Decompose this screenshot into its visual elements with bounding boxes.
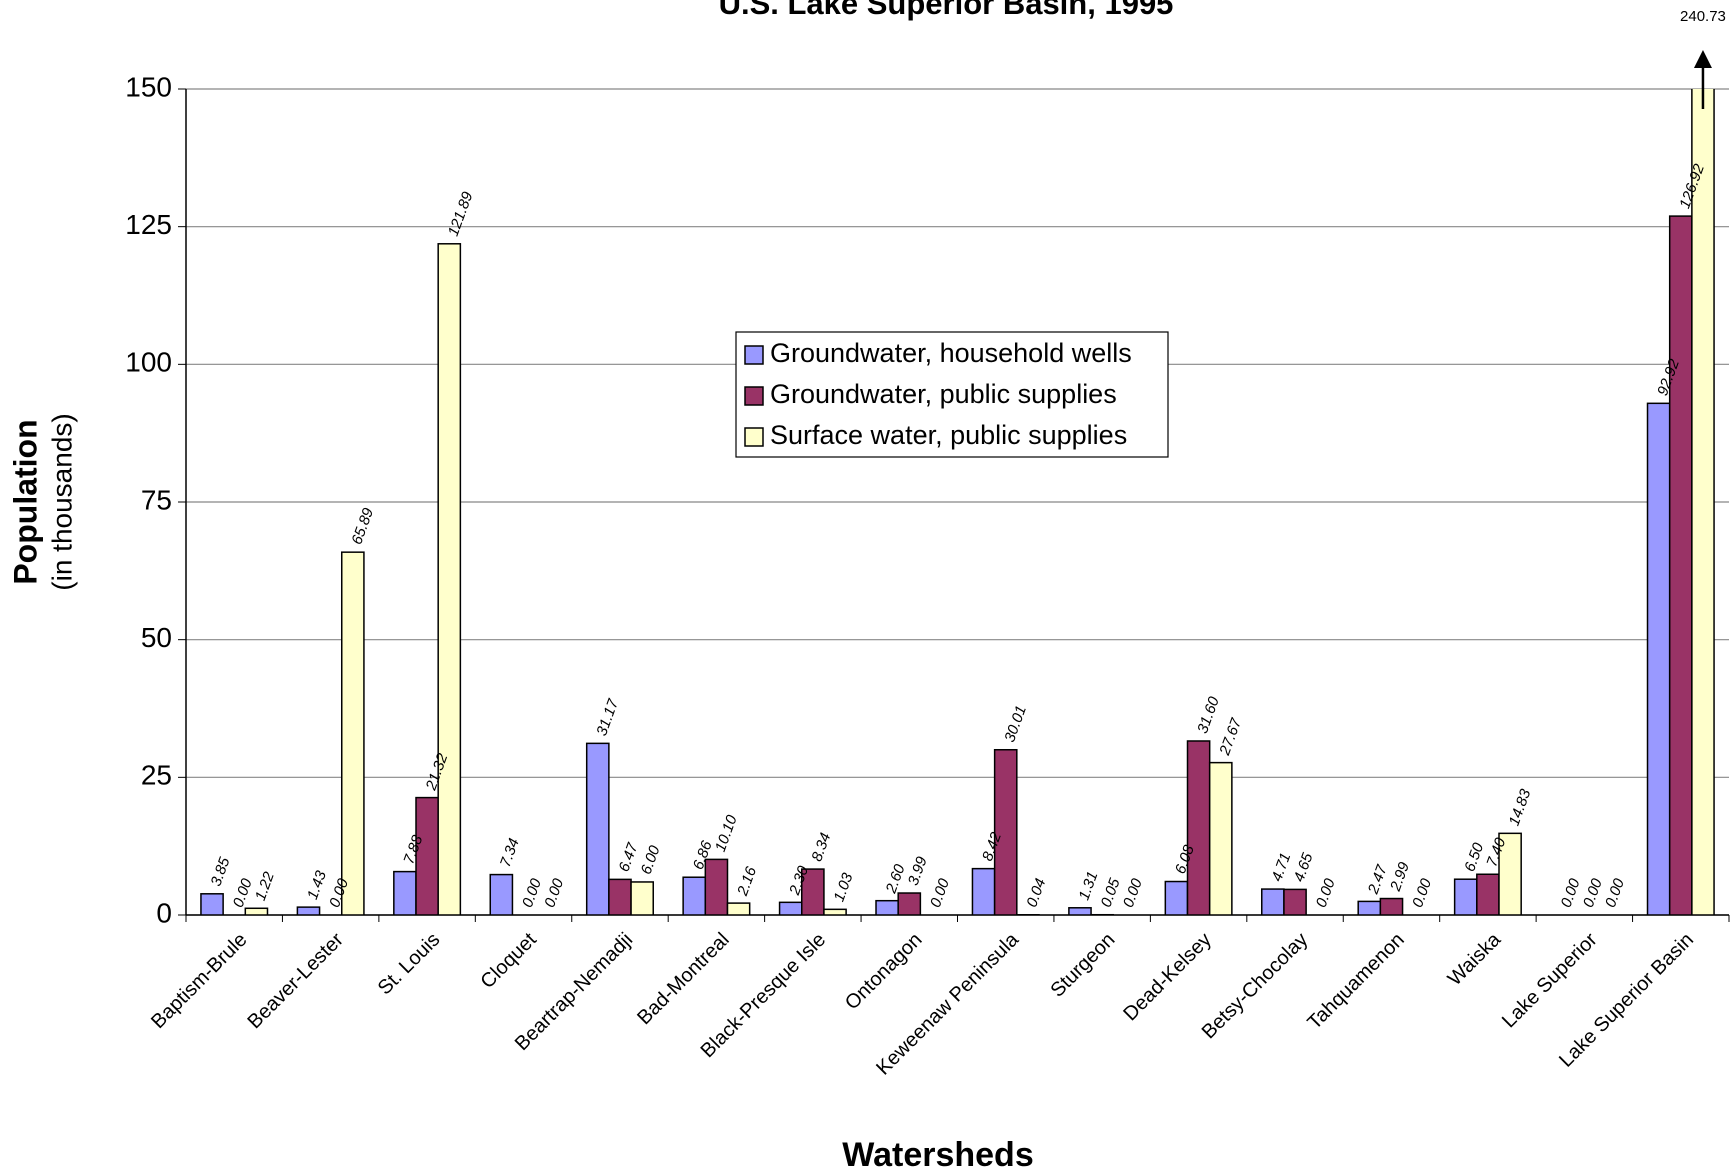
value-label: 2.99 (1387, 859, 1414, 894)
value-label: 0.00 (1409, 876, 1435, 910)
bar (630, 881, 654, 915)
bar (875, 899, 899, 915)
x-tick-label: Tahquamenon (1304, 929, 1409, 1034)
x-tick-label: St. Louis (374, 929, 445, 1000)
bars (200, 89, 1715, 915)
value-label: 3.85 (208, 855, 234, 889)
value-label: 31.17 (593, 696, 622, 738)
bar (1283, 888, 1307, 915)
bar (1379, 897, 1404, 915)
value-label: 0.00 (230, 876, 256, 910)
bar (1668, 215, 1693, 915)
x-tick-label: Betsy-Chocolay (1198, 929, 1313, 1044)
y-tick-label: 125 (125, 209, 172, 240)
legend-label: Surface water, public supplies (770, 420, 1127, 450)
value-label: 31.60 (1194, 694, 1223, 736)
x-tick-label: Sturgeon (1046, 929, 1119, 1002)
value-label: 0.00 (1602, 876, 1628, 910)
bar (1453, 878, 1478, 915)
value-label: 2.47 (1364, 862, 1391, 897)
value-label: 0.00 (541, 876, 567, 910)
bar (1357, 900, 1382, 915)
x-tick-label: Dead-Kelsey (1119, 929, 1216, 1026)
value-label: 3.99 (905, 854, 931, 888)
bar (393, 870, 417, 915)
bar (1498, 832, 1522, 915)
bar (993, 748, 1018, 915)
value-label: 27.67 (1216, 716, 1245, 759)
value-label: 1.43 (304, 868, 330, 902)
bar (244, 907, 269, 915)
bar (1691, 89, 1715, 915)
bar (437, 243, 462, 915)
bar (585, 742, 610, 915)
value-label: 14.83 (1506, 786, 1535, 828)
value-label: 30.01 (1001, 703, 1030, 744)
value-label: 0.04 (1023, 876, 1049, 909)
x-tick-label: Ontonagon (841, 929, 927, 1015)
value-label: 8.34 (808, 831, 834, 864)
value-label: 1.22 (252, 869, 278, 903)
bar (1476, 873, 1500, 915)
y-tick-label: 75 (141, 484, 172, 515)
legend-label: Groundwater, public supplies (770, 379, 1117, 409)
bar (897, 892, 922, 915)
y-tick-label: 150 (125, 71, 172, 102)
value-label: 121.89 (445, 189, 477, 239)
bar (1186, 740, 1211, 915)
bar (1164, 880, 1189, 915)
legend-label: Groundwater, household wells (770, 338, 1132, 368)
value-label: 1.03 (831, 870, 857, 904)
bar (1068, 907, 1092, 915)
y-tick-label: 25 (141, 760, 172, 791)
bar (1261, 888, 1285, 915)
bar (489, 873, 514, 915)
chart-title: U.S. Lake Superior Basin, 1995 (719, 0, 1174, 21)
bar (971, 867, 996, 915)
bar (340, 551, 365, 915)
bar (1208, 761, 1233, 915)
bar (778, 901, 803, 915)
x-tick-label: Lake Superior (1498, 928, 1602, 1032)
legend-box (735, 331, 1169, 458)
x-tick-label: Waiska (1444, 928, 1506, 990)
bar (823, 908, 847, 915)
y-tick-label: 50 (141, 622, 172, 653)
value-label: 0.00 (1313, 876, 1339, 910)
value-label: 1.31 (1075, 869, 1101, 902)
bar (608, 878, 632, 915)
value-label: 4.65 (1291, 850, 1317, 884)
legend-swatch (744, 345, 764, 365)
value-label: 10.10 (712, 812, 741, 854)
bar (296, 906, 321, 915)
x-tick-label: Baptism-Brule (147, 929, 251, 1033)
value-label: 7.34 (497, 836, 523, 869)
value-label: 2.60 (882, 862, 909, 897)
overflow-arrowhead (1693, 50, 1712, 68)
value-label: 0.00 (1120, 876, 1146, 910)
bar (704, 858, 729, 915)
y-tick-label: 100 (125, 347, 172, 378)
value-label: 0.00 (927, 876, 953, 910)
x-tick-label: Beaver-Lester (244, 928, 349, 1033)
bar (682, 876, 707, 915)
bar (1646, 402, 1671, 915)
bar (200, 893, 224, 915)
x-tick-label: Bad-Montreal (633, 929, 733, 1029)
legend-swatch (744, 427, 764, 447)
y-tick-label: 0 (156, 897, 172, 928)
bar (801, 868, 825, 915)
value-label: 65.89 (348, 505, 377, 547)
y-axis-sublabel: (in thousands) (46, 413, 77, 590)
value-label: 2.16 (734, 864, 761, 899)
value-label: 6.50 (1461, 840, 1487, 874)
value-label: 6.00 (638, 843, 664, 877)
x-axis-label: Watersheds (842, 1136, 1033, 1170)
legend-swatch (744, 386, 764, 406)
x-tick-label: Cloquet (476, 928, 541, 993)
value-label: 240.73 (1680, 8, 1726, 25)
y-axis-label: Population (7, 419, 43, 584)
bar (726, 902, 751, 915)
